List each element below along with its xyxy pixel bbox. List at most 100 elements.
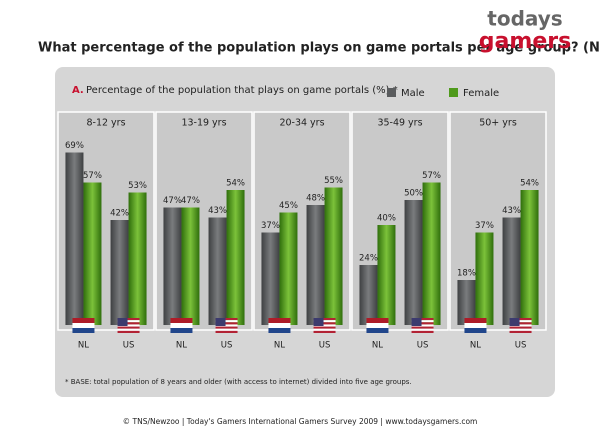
flag [117, 328, 140, 331]
legend-swatch [449, 88, 458, 97]
flag [72, 323, 95, 328]
flag [509, 322, 532, 325]
value-label: 57% [83, 171, 102, 181]
value-label: 24% [359, 254, 378, 264]
flag [117, 318, 140, 321]
value-label: 47% [181, 196, 200, 206]
flag [464, 318, 487, 323]
value-label: 48% [306, 194, 325, 204]
footnote: * BASE: total population of 8 years and … [65, 378, 412, 386]
flag [215, 318, 226, 326]
flag [411, 326, 434, 329]
bar [226, 190, 245, 325]
flag [215, 326, 238, 329]
value-label: 47% [163, 196, 182, 206]
value-label: 43% [502, 206, 521, 216]
legend-label: Female [463, 88, 499, 99]
bar [163, 207, 182, 325]
bar [475, 232, 494, 325]
bar [83, 182, 102, 325]
flag [72, 328, 95, 333]
value-label: 18% [457, 269, 476, 279]
bar [208, 217, 227, 325]
bar [279, 212, 298, 325]
plot: Male Female 8-12 yrs 13-19 yrs 20-34 yrs 35-4… [57, 88, 547, 351]
bar [181, 207, 200, 325]
flag [117, 320, 140, 323]
bar [422, 182, 441, 325]
flag [366, 328, 389, 333]
flag [313, 320, 336, 323]
flag [313, 330, 336, 333]
flag [411, 330, 434, 333]
flag [117, 326, 140, 329]
flag [268, 323, 291, 328]
group-label: 50+ yrs [479, 118, 517, 129]
flag [313, 328, 336, 331]
bar [457, 280, 476, 325]
flag [170, 328, 193, 333]
bar [377, 225, 396, 325]
flag [117, 318, 128, 326]
value-label: 43% [208, 206, 227, 216]
bar [110, 220, 129, 325]
flag [215, 318, 238, 321]
flag [215, 320, 238, 323]
source: © TNS/Newzoo | Today's Gamers Internatio… [123, 417, 478, 426]
flag [464, 328, 487, 333]
flag [313, 318, 336, 321]
x-tick-label: US [123, 341, 135, 351]
bar [404, 200, 423, 325]
flag [117, 324, 140, 327]
x-tick-label: US [221, 341, 233, 351]
flag [170, 323, 193, 328]
value-label: 37% [475, 221, 494, 231]
value-label: 57% [422, 171, 441, 181]
flag [366, 318, 389, 323]
flag [509, 326, 532, 329]
flag [117, 322, 140, 325]
flag [215, 330, 238, 333]
value-label: 53% [128, 181, 147, 191]
value-label: 69% [65, 141, 84, 151]
bar [261, 232, 280, 325]
flag [117, 330, 140, 333]
flag [72, 318, 95, 323]
bar [324, 187, 343, 325]
flag [215, 324, 238, 327]
bar [128, 192, 147, 325]
x-tick-label: NL [274, 341, 285, 351]
flag [215, 322, 238, 325]
chart-title: What percentage of the population plays … [38, 41, 600, 56]
bar [502, 217, 521, 325]
value-label: 45% [279, 201, 298, 211]
flag [509, 318, 532, 321]
x-tick-label: NL [372, 341, 383, 351]
value-label: 40% [377, 214, 396, 224]
x-tick-label: US [515, 341, 527, 351]
group-label: 8-12 yrs [86, 118, 125, 129]
flag [313, 326, 336, 329]
legend-label: Male [401, 88, 425, 99]
flag [509, 320, 532, 323]
legend-swatch [387, 88, 396, 97]
flag [170, 318, 193, 323]
flag [313, 322, 336, 325]
flag [411, 320, 434, 323]
flag [366, 323, 389, 328]
subtitle-marker: A. [72, 85, 84, 96]
flag [313, 318, 324, 326]
bar [65, 152, 84, 325]
value-label: 54% [226, 179, 245, 189]
value-label: 37% [261, 221, 280, 231]
flag [268, 318, 291, 323]
flag [268, 328, 291, 333]
x-tick-label: US [417, 341, 429, 351]
x-tick-label: NL [470, 341, 481, 351]
logo-bottom: gamers [479, 29, 571, 54]
x-tick-label: US [319, 341, 331, 351]
flag [509, 324, 532, 327]
flag [313, 324, 336, 327]
subtitle: Percentage of the population that plays … [86, 85, 398, 96]
